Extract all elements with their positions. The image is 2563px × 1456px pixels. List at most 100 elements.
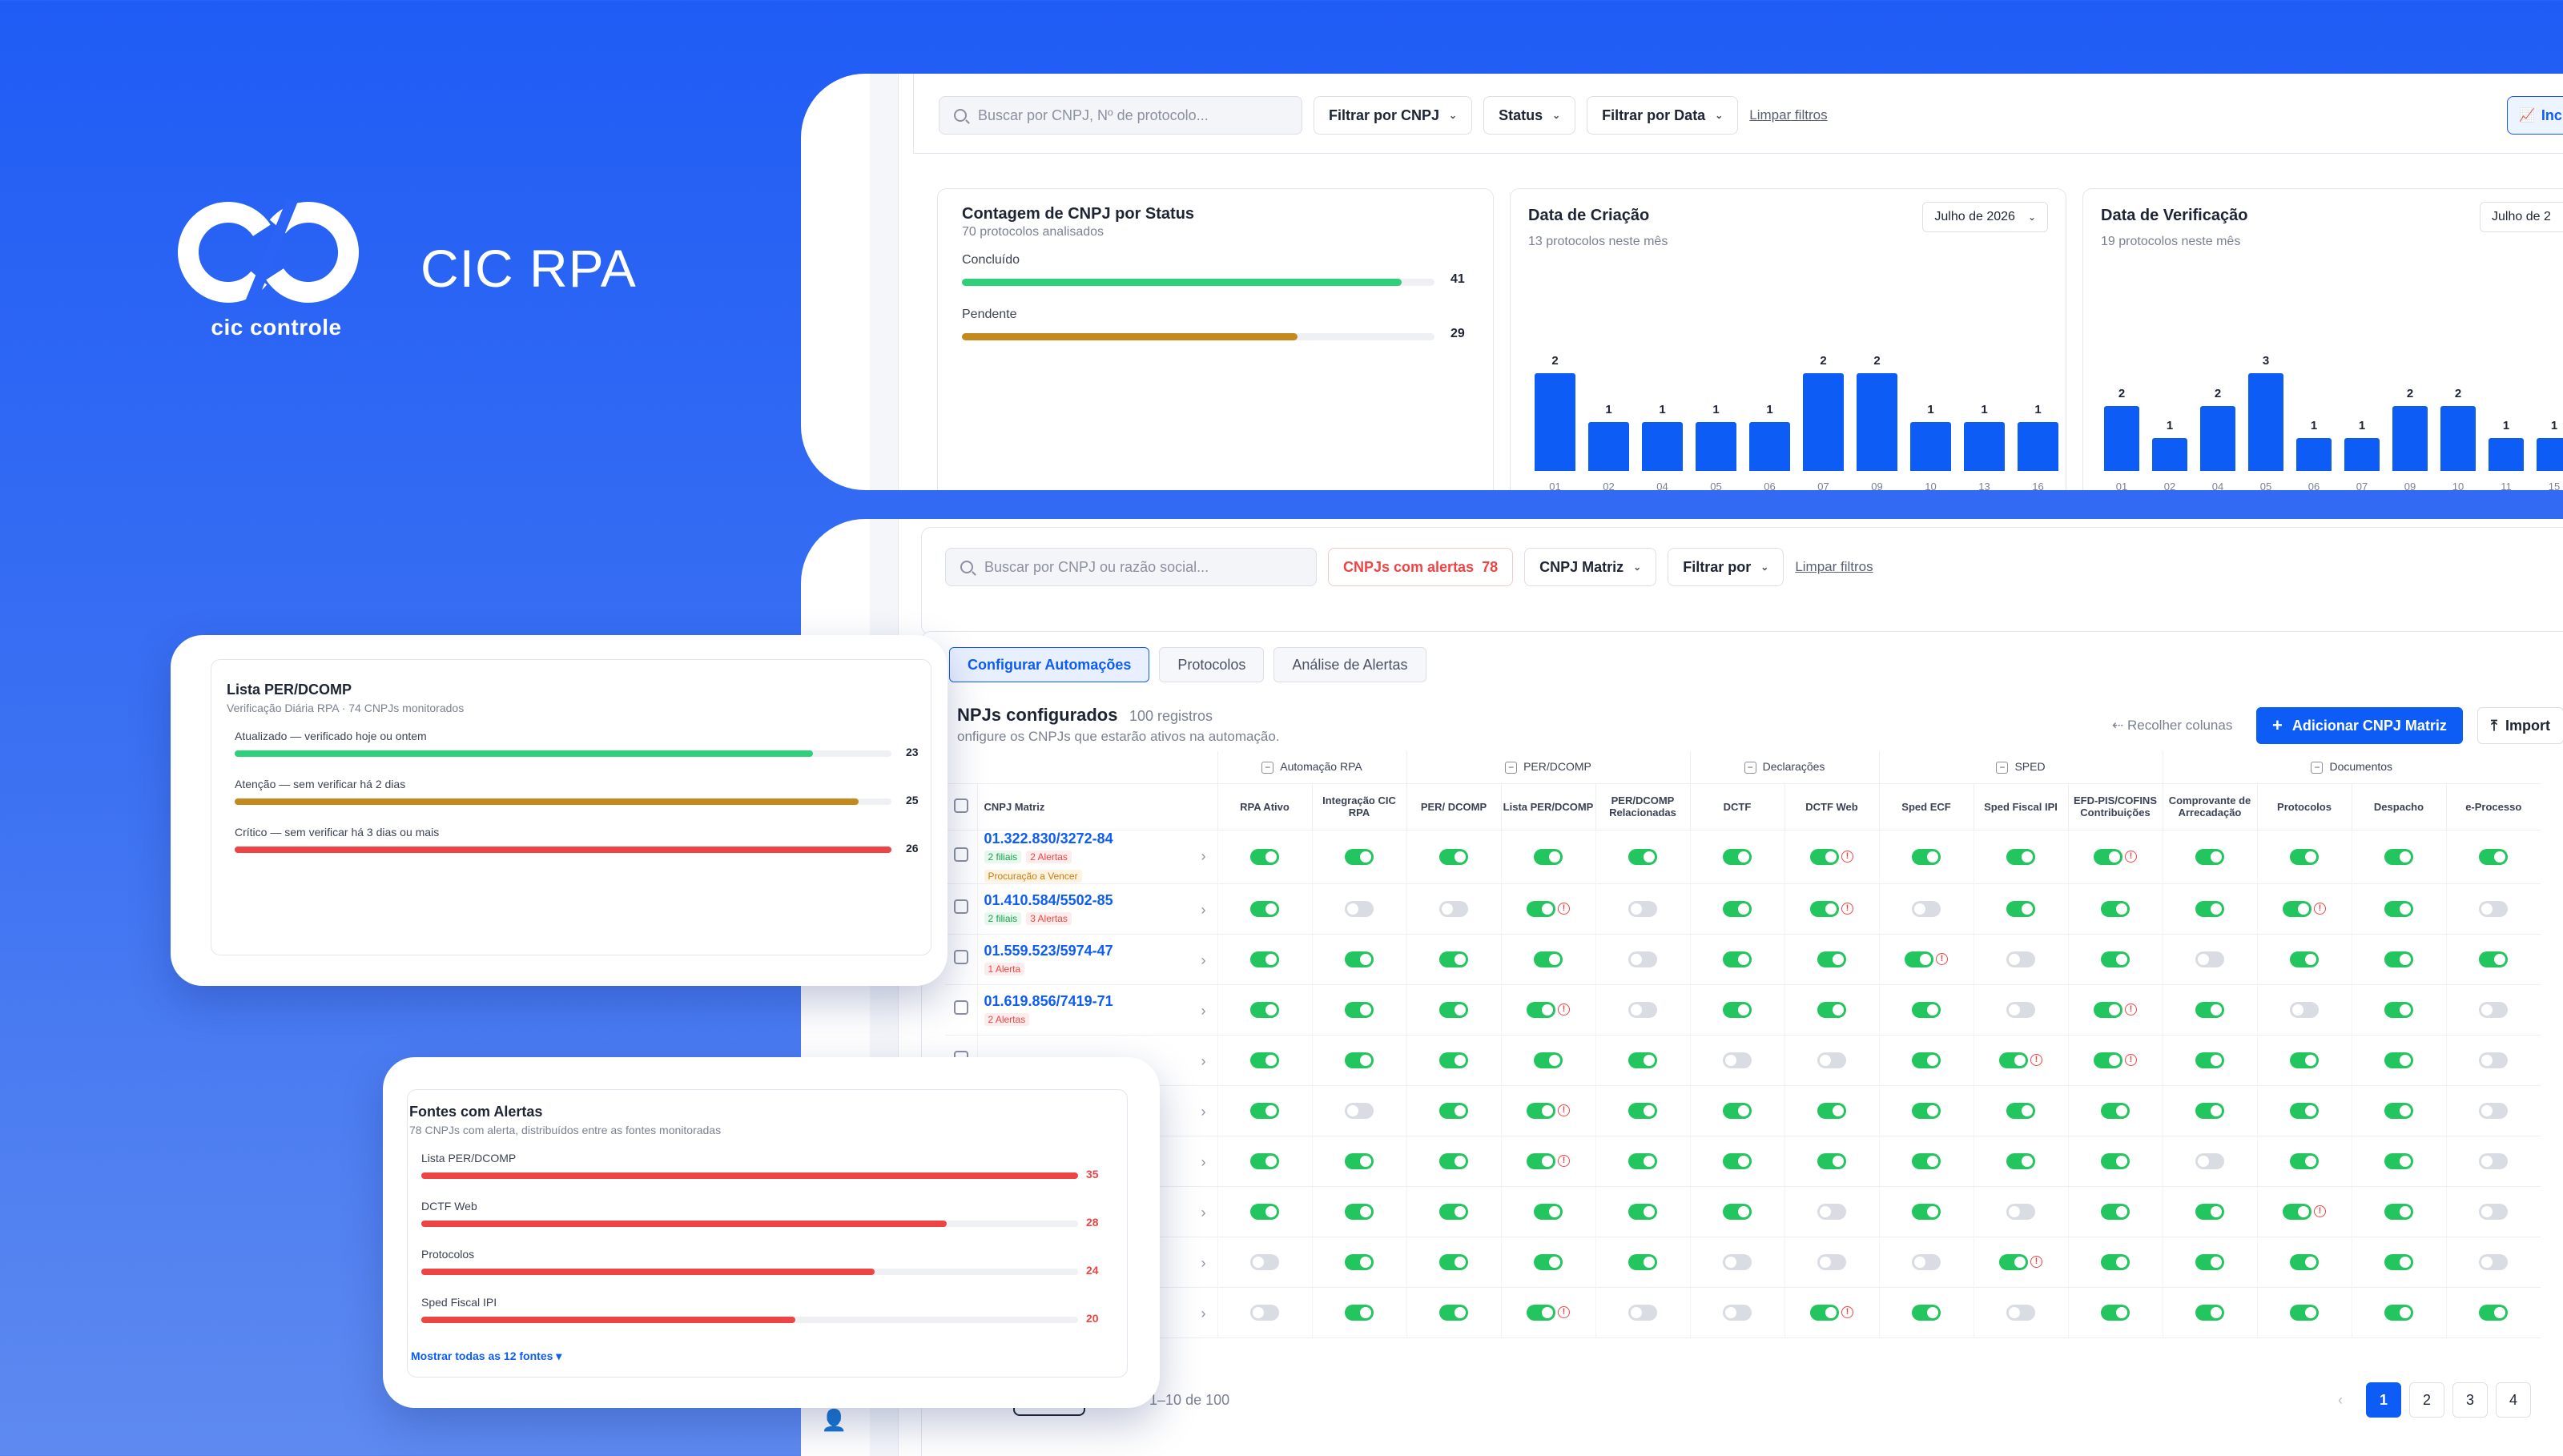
toggle-switch[interactable] <box>2384 848 2413 865</box>
toggle-switch[interactable] <box>1527 1001 1555 1018</box>
filter-date-dropdown[interactable]: Filtrar por Data ⌄ <box>1587 96 1739 135</box>
toggle-switch[interactable] <box>1723 848 1752 865</box>
toggle-switch[interactable] <box>1250 1001 1279 1018</box>
toggle-switch[interactable] <box>1723 1304 1752 1321</box>
toggle-switch[interactable] <box>1439 1152 1468 1169</box>
chevron-right-icon[interactable]: › <box>1201 1204 1206 1221</box>
toggle-switch[interactable] <box>2384 1304 2413 1321</box>
toggle-switch[interactable] <box>1527 1304 1555 1321</box>
toggle-switch[interactable] <box>1723 1253 1752 1270</box>
toggle-switch[interactable] <box>2101 1304 2130 1321</box>
toggle-switch[interactable] <box>1810 1304 1839 1321</box>
column-group-header[interactable]: − Automação RPA <box>1217 751 1406 784</box>
toggle-switch[interactable] <box>1345 1102 1374 1119</box>
toggle-switch[interactable] <box>1628 1203 1657 1220</box>
toggle-switch[interactable] <box>1912 1052 1941 1068</box>
toggle-switch[interactable] <box>2006 1203 2035 1220</box>
toggle-switch[interactable] <box>2384 951 2413 967</box>
toggle-switch[interactable] <box>1723 900 1752 917</box>
toggle-switch[interactable] <box>1250 1304 1279 1321</box>
toggle-switch[interactable] <box>2101 1203 2130 1220</box>
toggle-switch[interactable] <box>2384 1102 2413 1119</box>
toggle-switch[interactable] <box>1912 1203 1941 1220</box>
column-group-header[interactable]: − Declarações <box>1689 751 1879 784</box>
table-row[interactable]: 01.410.584/5502-85 2 filiais 3 Alertas ›!!! <box>945 883 2541 935</box>
toggle-switch[interactable] <box>2195 1253 2224 1270</box>
toggle-switch[interactable] <box>2006 1152 2035 1169</box>
toggle-switch[interactable] <box>1345 1304 1374 1321</box>
toggle-switch[interactable] <box>1723 1052 1752 1068</box>
toggle-switch[interactable] <box>2094 1052 2122 1068</box>
toggle-switch[interactable] <box>2290 1152 2319 1169</box>
toggle-switch[interactable] <box>1912 848 1941 865</box>
toggle-switch[interactable] <box>1628 900 1657 917</box>
tab-configurar-automacoes[interactable]: Configurar Automações <box>949 647 1150 682</box>
collapse-group-icon[interactable]: − <box>1505 762 1518 774</box>
toggle-switch[interactable] <box>1628 1152 1657 1169</box>
toggle-switch[interactable] <box>2101 1102 2130 1119</box>
toggle-switch[interactable] <box>2384 1001 2413 1018</box>
toggle-switch[interactable] <box>1810 848 1839 865</box>
chevron-right-icon[interactable]: › <box>1201 1153 1206 1170</box>
toggle-switch[interactable] <box>1723 1001 1752 1018</box>
toggle-switch[interactable] <box>2290 848 2319 865</box>
toggle-switch[interactable] <box>1345 900 1374 917</box>
toggle-switch[interactable] <box>2290 1304 2319 1321</box>
toggle-switch[interactable] <box>2006 951 2035 967</box>
table-row[interactable]: ração›! <box>945 1136 2541 1187</box>
toggle-switch[interactable] <box>1628 1102 1657 1119</box>
toggle-switch[interactable] <box>1345 951 1374 967</box>
month-select[interactable]: Julho de 2026 ⌄ <box>1922 202 2048 232</box>
toggle-switch[interactable] <box>2101 1152 2130 1169</box>
toggle-switch[interactable] <box>2479 900 2509 917</box>
toggle-switch[interactable] <box>2195 1203 2224 1220</box>
alerts-filter-chip[interactable]: CNPJs com alertas 78 <box>1328 548 1514 586</box>
toggle-switch[interactable] <box>1439 1304 1468 1321</box>
toggle-switch[interactable] <box>1628 1253 1657 1270</box>
main-toolbar[interactable]: Buscar por CNPJ ou razão social... CNPJs… <box>945 548 1873 586</box>
toggle-switch[interactable] <box>2283 1203 2312 1220</box>
cnpj-search-input[interactable]: Buscar por CNPJ ou razão social... <box>945 548 1317 586</box>
collapse-group-icon[interactable]: − <box>1261 762 1274 774</box>
toggle-switch[interactable] <box>1723 951 1752 967</box>
collapse-group-icon[interactable]: − <box>2311 762 2324 774</box>
toggle-switch[interactable] <box>1723 1203 1752 1220</box>
toggle-switch[interactable] <box>2101 1253 2130 1270</box>
toggle-switch[interactable] <box>1912 1152 1941 1169</box>
import-button[interactable]: ⤒ Import <box>2477 707 2563 744</box>
cnpj-matriz-dropdown[interactable]: CNPJ Matriz ⌄ <box>1524 548 1657 586</box>
tab-protocolos[interactable]: Protocolos <box>1159 647 1265 682</box>
page-button[interactable]: 1 <box>2366 1382 2401 1418</box>
clear-filters-link[interactable]: Limpar filtros <box>1749 107 1828 123</box>
select-all-checkbox[interactable] <box>953 798 968 813</box>
toggle-switch[interactable] <box>2283 900 2312 917</box>
table-row[interactable]: 01.322.830/3272-84 2 filiais 2 Alertas Proc… <box>945 830 2541 884</box>
chevron-right-icon[interactable]: › <box>1201 1052 1206 1069</box>
table-row[interactable]: ›!! <box>945 1035 2541 1086</box>
toggle-switch[interactable] <box>1250 848 1279 865</box>
toggle-switch[interactable] <box>1628 1001 1657 1018</box>
toggle-switch[interactable] <box>2195 951 2224 967</box>
toggle-switch[interactable] <box>1810 900 1839 917</box>
toggle-switch[interactable] <box>1723 1102 1752 1119</box>
toggle-switch[interactable] <box>1345 1253 1374 1270</box>
chevron-right-icon[interactable]: › <box>1201 951 1206 968</box>
toggle-switch[interactable] <box>2195 1152 2224 1169</box>
toggle-switch[interactable] <box>2195 900 2224 917</box>
toggle-switch[interactable] <box>1439 1253 1468 1270</box>
toggle-switch[interactable] <box>1527 1102 1555 1119</box>
toggle-switch[interactable] <box>1250 1253 1279 1270</box>
toggle-switch[interactable] <box>1527 1152 1555 1169</box>
toggle-switch[interactable] <box>2384 1253 2413 1270</box>
toggle-switch[interactable] <box>2006 900 2035 917</box>
toggle-switch[interactable] <box>2290 1001 2319 1018</box>
toggle-switch[interactable] <box>2384 1203 2413 1220</box>
toggle-switch[interactable] <box>2006 1102 2035 1119</box>
toggle-switch[interactable] <box>2094 1001 2122 1018</box>
toggle-switch[interactable] <box>1534 1052 1563 1068</box>
toggle-switch[interactable] <box>2384 1052 2413 1068</box>
page-button[interactable]: 2 <box>2409 1382 2444 1418</box>
toggle-switch[interactable] <box>2195 1052 2224 1068</box>
toggle-switch[interactable] <box>1439 1052 1468 1068</box>
toggle-switch[interactable] <box>2006 848 2035 865</box>
